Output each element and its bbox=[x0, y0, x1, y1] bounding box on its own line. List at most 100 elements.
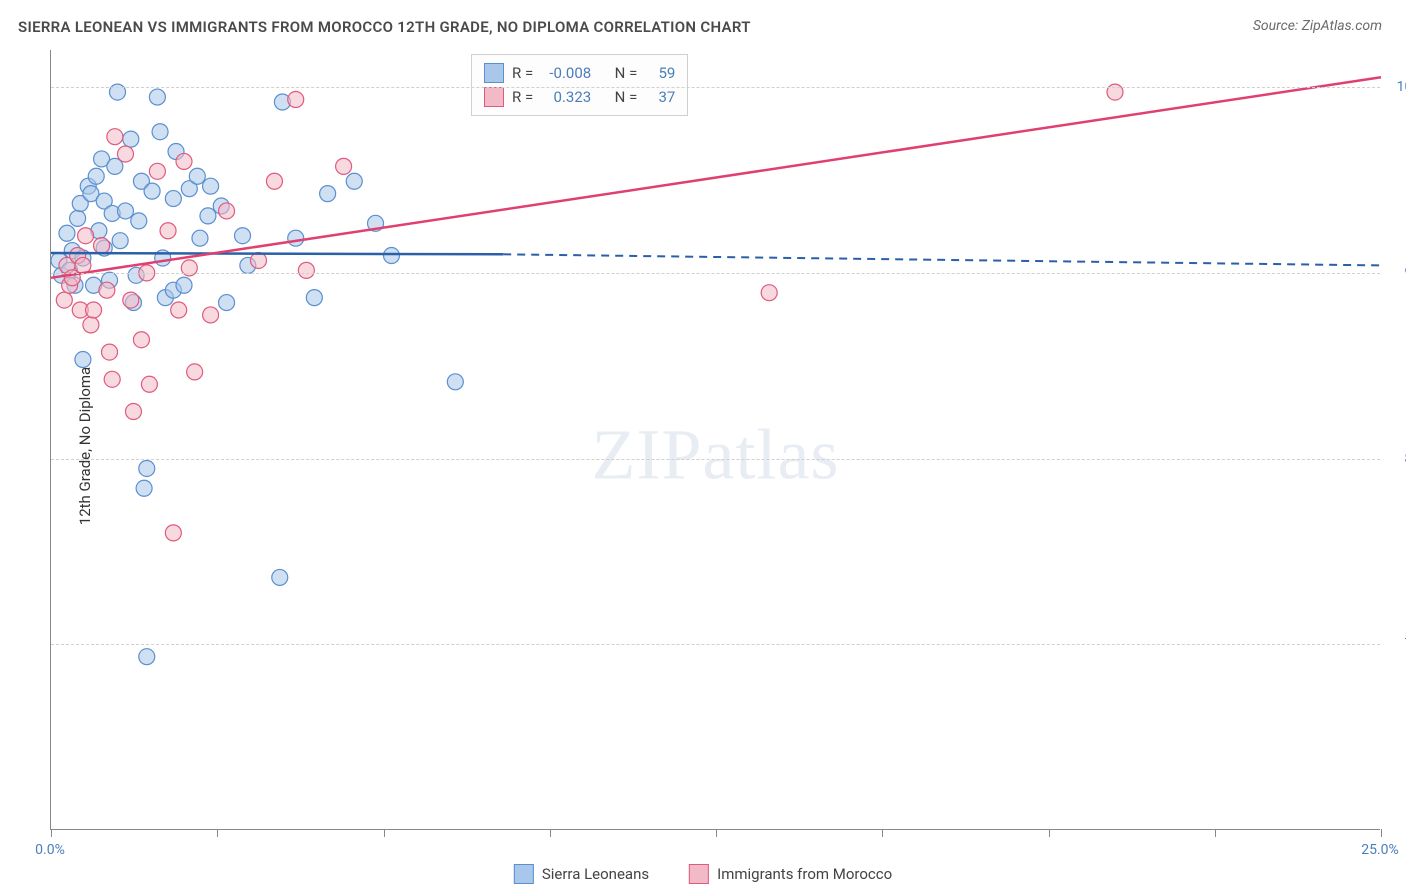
scatter-point bbox=[83, 317, 99, 333]
trend-line bbox=[51, 253, 503, 254]
x-tick-label: 0.0% bbox=[35, 842, 65, 858]
stats-legend-row: R = -0.008 N = 59 bbox=[484, 61, 675, 85]
scatter-point bbox=[149, 89, 165, 105]
x-tick bbox=[716, 829, 717, 837]
y-tick-label: 77.5% bbox=[1387, 636, 1406, 652]
scatter-point bbox=[136, 480, 152, 496]
scatter-point bbox=[192, 230, 208, 246]
scatter-point bbox=[125, 404, 141, 420]
scatter-point bbox=[149, 163, 165, 179]
scatter-point bbox=[761, 285, 777, 301]
gridline-h bbox=[51, 87, 1380, 88]
trend-line-dashed bbox=[503, 254, 1381, 265]
scatter-point bbox=[104, 371, 120, 387]
scatter-point bbox=[123, 131, 139, 147]
scatter-point bbox=[219, 203, 235, 219]
scatter-point bbox=[59, 225, 75, 241]
scatter-point bbox=[288, 230, 304, 246]
scatter-point bbox=[187, 364, 203, 380]
legend-swatch bbox=[484, 87, 504, 107]
scatter-point bbox=[203, 307, 219, 323]
scatter-point bbox=[171, 302, 187, 318]
scatter-point bbox=[306, 290, 322, 306]
legend-item: Immigrants from Morocco bbox=[689, 864, 892, 884]
r-value: -0.008 bbox=[541, 64, 591, 82]
scatter-point bbox=[203, 178, 219, 194]
r-value: 0.323 bbox=[541, 88, 591, 106]
scatter-point bbox=[272, 569, 288, 585]
n-label: N = bbox=[615, 64, 638, 82]
scatter-svg bbox=[51, 50, 1380, 829]
scatter-point bbox=[165, 525, 181, 541]
r-label: R = bbox=[512, 64, 533, 82]
scatter-point bbox=[176, 277, 192, 293]
scatter-point bbox=[94, 238, 110, 254]
scatter-point bbox=[320, 186, 336, 202]
scatter-point bbox=[144, 183, 160, 199]
scatter-point bbox=[383, 248, 399, 264]
scatter-point bbox=[70, 210, 86, 226]
scatter-point bbox=[117, 203, 133, 219]
scatter-point bbox=[86, 302, 102, 318]
scatter-point bbox=[112, 233, 128, 249]
scatter-point bbox=[235, 228, 251, 244]
n-label: N = bbox=[615, 88, 638, 106]
scatter-point bbox=[219, 295, 235, 311]
x-tick bbox=[217, 829, 218, 837]
scatter-point bbox=[123, 292, 139, 308]
y-tick-label: 100.0% bbox=[1387, 79, 1406, 95]
x-tick bbox=[384, 829, 385, 837]
y-tick-label: 92.5% bbox=[1387, 265, 1406, 281]
scatter-point bbox=[88, 168, 104, 184]
legend-label: Sierra Leoneans bbox=[542, 865, 649, 883]
y-tick-label: 85.0% bbox=[1387, 451, 1406, 467]
legend-swatch bbox=[484, 63, 504, 83]
x-tick bbox=[1381, 829, 1382, 837]
scatter-point bbox=[160, 223, 176, 239]
scatter-point bbox=[131, 213, 147, 229]
x-tick bbox=[550, 829, 551, 837]
scatter-point bbox=[200, 208, 216, 224]
scatter-point bbox=[447, 374, 463, 390]
n-value: 37 bbox=[645, 88, 675, 106]
scatter-point bbox=[165, 191, 181, 207]
scatter-point bbox=[189, 168, 205, 184]
legend-swatch bbox=[514, 864, 534, 884]
stats-legend-row: R = 0.323 N = 37 bbox=[484, 85, 675, 109]
scatter-point bbox=[99, 282, 115, 298]
chart-title: SIERRA LEONEAN VS IMMIGRANTS FROM MOROCC… bbox=[18, 18, 751, 36]
n-value: 59 bbox=[645, 64, 675, 82]
series-legend: Sierra Leoneans Immigrants from Morocco bbox=[514, 864, 892, 884]
scatter-point bbox=[133, 332, 149, 348]
scatter-point bbox=[117, 146, 133, 162]
gridline-h bbox=[51, 273, 1380, 274]
plot-area: ZIPatlas R =-0.008 N =59R =0.323 N =37 7… bbox=[50, 50, 1380, 830]
scatter-point bbox=[139, 460, 155, 476]
r-label: R = bbox=[512, 88, 533, 106]
scatter-point bbox=[139, 649, 155, 665]
x-tick bbox=[1215, 829, 1216, 837]
gridline-h bbox=[51, 644, 1380, 645]
scatter-point bbox=[176, 153, 192, 169]
x-tick bbox=[882, 829, 883, 837]
scatter-point bbox=[141, 376, 157, 392]
x-tick-label: 25.0% bbox=[1361, 842, 1399, 858]
scatter-point bbox=[102, 344, 118, 360]
scatter-point bbox=[75, 352, 91, 368]
scatter-point bbox=[152, 124, 168, 140]
scatter-point bbox=[266, 173, 282, 189]
scatter-point bbox=[107, 129, 123, 145]
source-label: Source: ZipAtlas.com bbox=[1253, 18, 1382, 34]
scatter-point bbox=[346, 173, 362, 189]
gridline-h bbox=[51, 459, 1380, 460]
trend-line bbox=[51, 77, 1381, 278]
x-tick bbox=[1049, 829, 1050, 837]
stats-legend: R = -0.008 N = 59 R = 0.323 N = 37 bbox=[471, 54, 688, 116]
scatter-point bbox=[56, 292, 72, 308]
x-tick bbox=[51, 829, 52, 837]
scatter-point bbox=[78, 228, 94, 244]
scatter-point bbox=[298, 262, 314, 278]
legend-swatch bbox=[689, 864, 709, 884]
legend-item: Sierra Leoneans bbox=[514, 864, 649, 884]
legend-label: Immigrants from Morocco bbox=[717, 865, 892, 883]
